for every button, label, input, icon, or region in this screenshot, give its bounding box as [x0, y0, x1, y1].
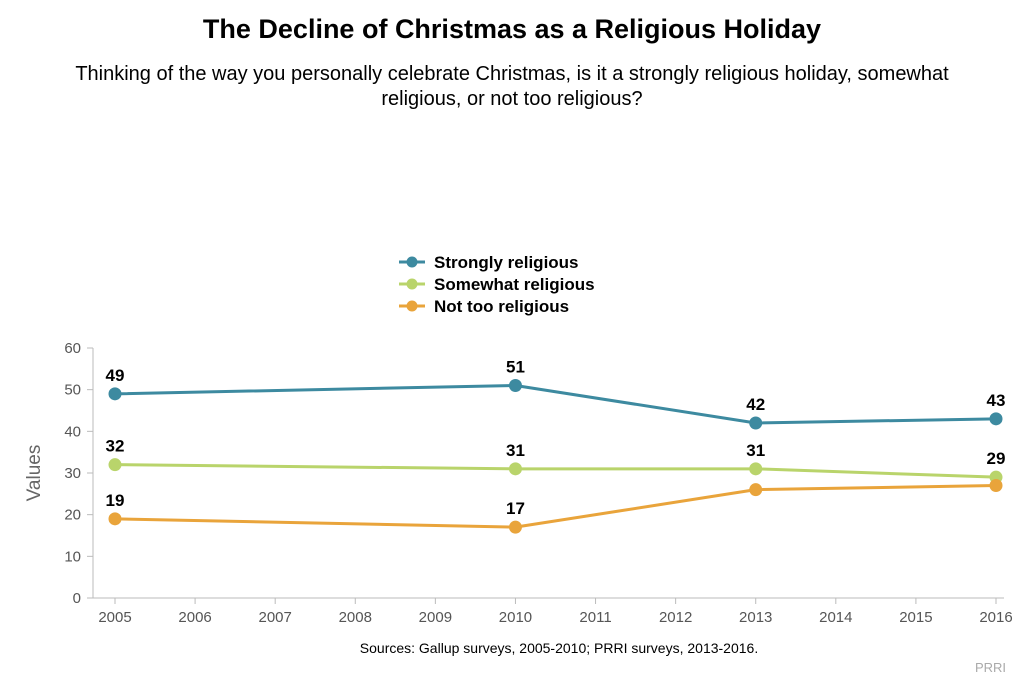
- series-line: [114, 384, 997, 425]
- legend-marker: [406, 278, 418, 290]
- data-point: [508, 462, 522, 476]
- x-tick-label: 2012: [659, 609, 692, 626]
- series-strongly-religious: 49 51 42 43: [106, 358, 1006, 430]
- legend-label: Not too religious: [434, 297, 569, 316]
- x-tick-label: 2015: [899, 609, 932, 626]
- y-tick-label: 50: [64, 382, 81, 399]
- y-tick-label: 30: [64, 465, 81, 482]
- x-tick-label: 2009: [419, 609, 452, 626]
- data-label: 49: [106, 366, 125, 385]
- series-line: [114, 484, 997, 529]
- legend-marker: [406, 300, 418, 312]
- y-tick-label: 60: [64, 340, 81, 357]
- chart-subtitle: Thinking of the way you personally celeb…: [75, 63, 949, 110]
- y-tick-label: 10: [64, 548, 81, 565]
- source-note: Sources: Gallup surveys, 2005-2010; PRRI…: [359, 640, 759, 656]
- chart-title: The Decline of Christmas as a Religious …: [202, 14, 822, 44]
- y-tick-label: 40: [64, 423, 81, 440]
- data-label: 51: [506, 358, 525, 377]
- y-tick-label: 0: [73, 590, 81, 607]
- x-tick-label: 2005: [98, 609, 131, 626]
- data-label: 31: [746, 441, 765, 460]
- data-label: 32: [106, 437, 125, 456]
- x-tick-label: 2006: [178, 609, 211, 626]
- x-tick-label: 2010: [499, 609, 532, 626]
- legend-label: Somewhat religious: [434, 275, 595, 294]
- y-ticks: 0 10 20 30 40 50 60: [64, 340, 93, 607]
- series-not-too-religious: 19 17: [106, 479, 1003, 534]
- legend-item: Not too religious: [399, 297, 569, 316]
- data-label: 29: [987, 449, 1006, 468]
- data-point: [108, 512, 122, 526]
- data-point: [108, 458, 122, 472]
- y-axis-label: Values: [24, 445, 45, 502]
- y-tick-label: 20: [64, 507, 81, 524]
- data-point: [989, 479, 1003, 492]
- x-tick-label: 2008: [339, 609, 372, 626]
- data-label: 19: [106, 491, 125, 510]
- data-label: 42: [746, 395, 765, 414]
- x-tick-label: 2016: [979, 609, 1012, 626]
- data-label: 31: [506, 441, 525, 460]
- series-line: [114, 463, 997, 479]
- data-point: [749, 416, 763, 430]
- data-point: [749, 462, 763, 476]
- legend-label: Strongly religious: [434, 253, 579, 272]
- legend-item: Somewhat religious: [399, 275, 595, 294]
- data-label: 17: [506, 499, 525, 518]
- x-tick-label: 2011: [579, 609, 611, 626]
- data-point: [989, 412, 1003, 426]
- x-tick-label: 2013: [739, 609, 772, 626]
- x-ticks: 2005 2006 2007 2008 2009 2010 2011 2012 2013 2014…: [98, 598, 1013, 626]
- data-point: [749, 483, 763, 497]
- data-label: 43: [987, 391, 1006, 410]
- data-point: [508, 379, 522, 392]
- credit: PRRI: [974, 660, 1006, 675]
- series-somewhat-religious: 32 31 31 29: [106, 437, 1006, 484]
- x-tick-label: 2014: [819, 609, 852, 626]
- data-point: [508, 520, 522, 534]
- legend-marker: [406, 256, 418, 268]
- legend-item: Strongly religious: [399, 253, 579, 272]
- data-point: [108, 387, 122, 401]
- legend: Strongly religious Somewhat religious Not …: [399, 253, 595, 316]
- x-tick-label: 2007: [258, 609, 291, 626]
